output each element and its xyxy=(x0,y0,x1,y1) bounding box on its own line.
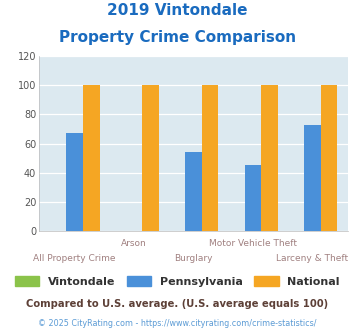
Text: © 2025 CityRating.com - https://www.cityrating.com/crime-statistics/: © 2025 CityRating.com - https://www.city… xyxy=(38,319,317,328)
Text: Larceny & Theft: Larceny & Theft xyxy=(276,254,348,263)
Text: All Property Crime: All Property Crime xyxy=(33,254,116,263)
Bar xyxy=(66,133,83,231)
Text: Property Crime Comparison: Property Crime Comparison xyxy=(59,30,296,45)
Bar xyxy=(202,85,218,231)
Text: 2019 Vintondale: 2019 Vintondale xyxy=(107,3,248,18)
Text: Burglary: Burglary xyxy=(174,254,213,263)
Text: Arson: Arson xyxy=(121,239,147,248)
Bar xyxy=(304,125,321,231)
Bar xyxy=(185,152,202,231)
Legend: Vintondale, Pennsylvania, National: Vintondale, Pennsylvania, National xyxy=(11,271,344,291)
Text: Compared to U.S. average. (U.S. average equals 100): Compared to U.S. average. (U.S. average … xyxy=(26,299,329,309)
Bar xyxy=(321,85,337,231)
Text: Motor Vehicle Theft: Motor Vehicle Theft xyxy=(209,239,297,248)
Bar xyxy=(245,165,261,231)
Bar xyxy=(83,85,100,231)
Bar xyxy=(142,85,159,231)
Bar xyxy=(261,85,278,231)
